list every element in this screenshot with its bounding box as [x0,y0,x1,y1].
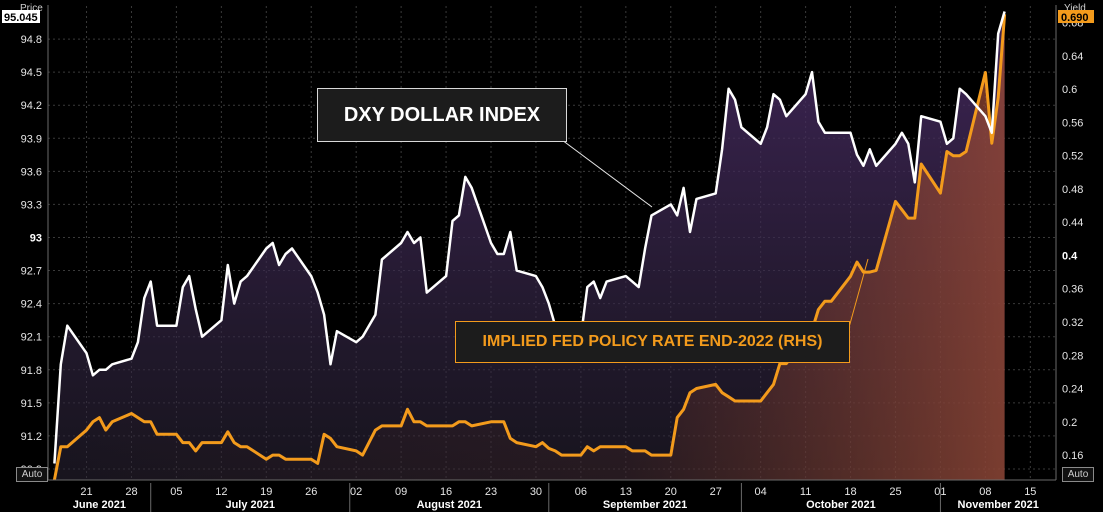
auto-scale-right-button[interactable]: Auto [1062,467,1094,482]
right-last-value-badge: 0.690 [1058,10,1094,24]
right-tick-label: 0.28 [1062,350,1083,362]
left-tick-label: 94.2 [21,100,42,112]
month-label: September 2021 [603,499,687,511]
x-tick-label: 30 [530,486,542,498]
auto-scale-left-button[interactable]: Auto [16,467,48,482]
left-tick-label: 93.3 [21,199,42,211]
x-tick-label: 09 [395,486,407,498]
right-tick-label: 0.16 [1062,450,1083,462]
right-axis-title: Yield [1064,3,1086,14]
x-tick-label: 27 [710,486,722,498]
x-tick-label: 25 [889,486,901,498]
x-axis-day-ticks: 21 28 05 12 19 26 02 09 16 23 30 06 13 20 27 04 11 18 25 01… [80,486,1036,498]
left-tick-label: 94.5 [21,67,42,79]
dxy-line [53,11,1006,464]
left-tick-label: 91.8 [21,365,42,377]
fed-area-fill [54,14,1005,481]
left-tick-label: 92.1 [21,332,42,344]
x-tick-label: 23 [485,486,497,498]
right-tick-label: 0.32 [1062,317,1083,329]
left-axis-ticks: 90.991.291.591.892.192.492.79393.393.693… [21,34,42,476]
left-tick-label: 93 [30,232,42,244]
month-label: November 2021 [958,499,1039,511]
right-tick-label: 0.24 [1062,384,1083,396]
month-label: October 2021 [806,499,876,511]
left-axis-title: Price [20,3,43,14]
left-tick-label: 93.9 [21,133,42,145]
right-tick-label: 0.48 [1062,184,1083,196]
right-tick-label: 0.2 [1062,417,1077,429]
x-tick-label: 11 [800,486,811,498]
x-tick-label: 16 [440,486,452,498]
x-tick-label: 26 [305,486,317,498]
month-label: July 2021 [225,499,275,511]
x-tick-label: 15 [1024,486,1036,498]
x-tick-label: 13 [620,486,632,498]
x-tick-label: 21 [80,486,92,498]
left-last-value: 95.045 [4,12,38,24]
right-tick-label: 0.56 [1062,117,1083,129]
left-tick-label: 92.7 [21,266,42,278]
right-tick-label: 0.64 [1062,51,1083,63]
left-tick-label: 91.5 [21,398,42,410]
x-tick-label: 02 [350,486,362,498]
right-tick-label: 0.6 [1062,84,1077,96]
left-tick-label: 94.8 [21,34,42,46]
x-tick-label: 19 [260,486,272,498]
x-tick-label: 05 [170,486,182,498]
x-tick-label: 28 [125,486,137,498]
right-tick-label: 0.4 [1062,250,1078,262]
right-tick-label: 0.52 [1062,151,1083,163]
right-tick-label: 0.36 [1062,284,1083,296]
right-last-value: 0.690 [1061,12,1089,24]
month-label: August 2021 [417,499,482,511]
month-label: June 2021 [73,499,126,511]
left-tick-label: 91.2 [21,431,42,443]
x-tick-label: 20 [665,486,677,498]
left-tick-label: 93.6 [21,166,42,178]
fed-rate-line [52,14,1007,481]
right-tick-label: 0.44 [1062,217,1083,229]
x-tick-label: 06 [575,486,587,498]
left-tick-label: 92.4 [21,299,42,311]
x-tick-label: 18 [844,486,856,498]
right-axis-ticks: 0.16 0.2 0.24 0.28 0.32 0.36 0.4 0.44 0.48 0.52 0.… [1062,18,1083,462]
fed-callout-label: IMPLIED FED POLICY RATE END-2022 (RHS) [455,321,850,363]
left-last-value-badge: 95.045 [2,10,40,24]
dxy-leader-line [561,139,653,208]
dxy-callout-label: DXY DOLLAR INDEX [317,88,567,142]
x-axis-month-labels: June 2021 July 2021 August 2021 September 2… [73,483,1039,512]
x-tick-label: 04 [755,486,767,498]
x-tick-label: 08 [979,486,991,498]
x-tick-label: 12 [215,486,227,498]
